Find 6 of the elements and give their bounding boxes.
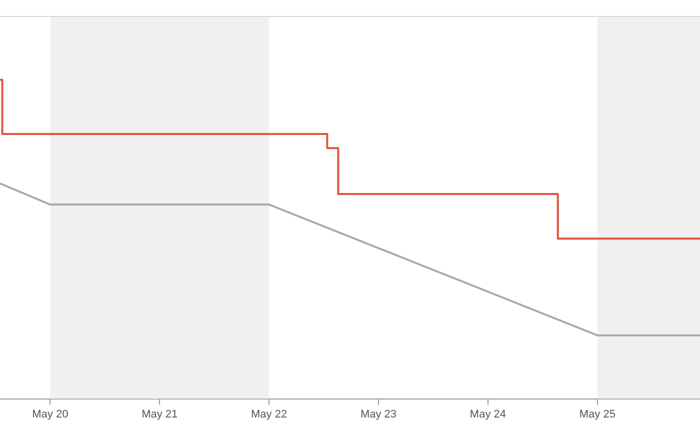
x-tick-label: May 20 — [32, 408, 68, 420]
x-tick-label: May 24 — [470, 408, 506, 420]
x-tick-label: May 21 — [142, 408, 178, 420]
x-tick-label: May 22 — [251, 408, 288, 420]
x-tick-label: May 25 — [579, 408, 616, 420]
x-tick-label: May 23 — [360, 408, 397, 420]
